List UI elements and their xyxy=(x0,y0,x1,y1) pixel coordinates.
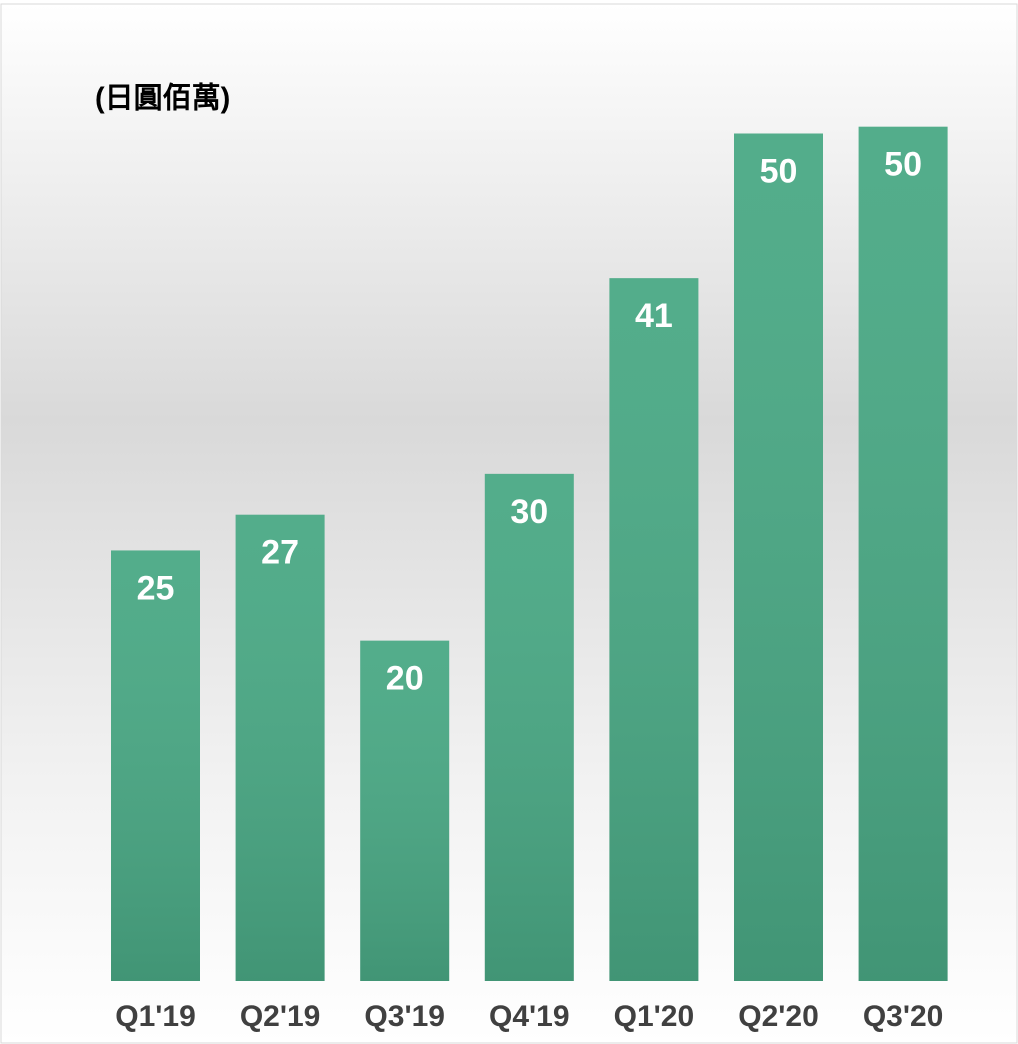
bar-shade xyxy=(235,514,325,981)
x-tick-label: Q1'19 xyxy=(115,1000,196,1033)
x-tick-label: Q1'20 xyxy=(614,1000,695,1033)
value-label: 50 xyxy=(884,146,922,184)
bar-shade xyxy=(609,278,699,982)
value-label: 25 xyxy=(137,569,175,607)
x-tick-label: Q2'19 xyxy=(240,1000,321,1033)
bar-shade xyxy=(360,640,450,981)
bar-shade xyxy=(484,473,574,981)
value-label: 20 xyxy=(386,660,424,698)
x-tick-label: Q3'20 xyxy=(863,1000,944,1033)
value-label: 50 xyxy=(760,152,798,190)
bar-shade xyxy=(734,133,823,981)
value-label: 41 xyxy=(635,297,673,335)
x-tick-label: Q3'19 xyxy=(364,1000,445,1033)
value-label: 27 xyxy=(261,534,299,572)
x-tick-label: Q2'20 xyxy=(738,1000,819,1033)
value-label: 30 xyxy=(510,493,548,531)
bar-shade xyxy=(111,550,200,981)
bar-shade xyxy=(858,126,948,982)
chart-title: (日圓佰萬) xyxy=(95,82,230,115)
x-tick-label: Q4'19 xyxy=(489,1000,570,1033)
